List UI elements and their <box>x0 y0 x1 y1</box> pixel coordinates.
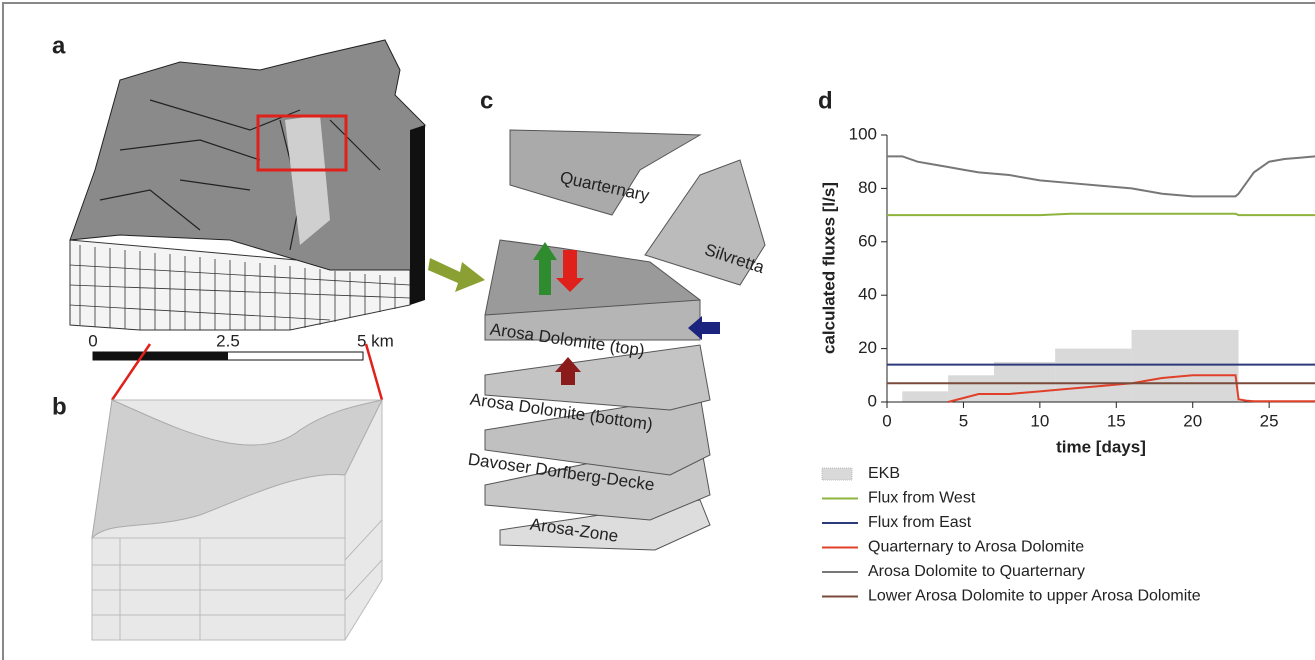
layer-stack <box>428 129 766 551</box>
plot: 0 20 40 60 80 100 0 5 10 15 20 25 <box>849 124 1315 430</box>
legend-label: EKB <box>868 465 900 482</box>
x-tick-label: 20 <box>1183 411 1202 430</box>
x-axis-label: time [days] <box>1056 437 1146 456</box>
line <box>947 374 1315 403</box>
bar <box>994 361 1056 402</box>
y-tick-label: 80 <box>858 178 877 197</box>
y-tick-label: 20 <box>858 338 877 357</box>
bar <box>902 391 949 402</box>
legend-label: Flux from West <box>868 490 976 507</box>
x-tick-label: 10 <box>1030 411 1049 430</box>
y-tick-label: 40 <box>858 285 877 304</box>
scale-label: 5 km <box>357 331 394 350</box>
x-tick-label: 25 <box>1260 411 1279 430</box>
panel-label: c <box>480 87 493 114</box>
scale-bar <box>93 352 228 360</box>
legend-label: Arosa Dolomite to Quarternary <box>868 563 1085 580</box>
y-tick-label: 100 <box>849 124 877 143</box>
terrain-block <box>69 39 426 331</box>
bar <box>948 375 994 402</box>
chart-title: d <box>818 87 833 114</box>
line <box>887 212 1315 217</box>
bar <box>1131 329 1239 402</box>
y-axis-label: calculated fluxes [l/s] <box>819 182 838 354</box>
y-tick-label: 60 <box>858 231 877 250</box>
scale-label: 2.5 <box>216 331 240 350</box>
legend: EKB Flux from West Flux from East Quarterna… <box>821 465 1201 605</box>
legend-label: Lower Arosa Dolomite to upper Arosa Dolo… <box>868 588 1201 605</box>
legend-label: Flux from East <box>868 514 972 531</box>
x-tick-label: 5 <box>959 411 968 430</box>
x-tick-label: 0 <box>882 411 891 430</box>
panel-label: b <box>52 393 67 420</box>
y-tick-label: 0 <box>868 391 877 410</box>
line <box>887 155 1315 198</box>
bar <box>1055 348 1132 402</box>
panel-label: a <box>52 32 66 59</box>
zoom-block <box>91 343 384 641</box>
legend-label: Quarternary to Arosa Dolomite <box>868 539 1084 556</box>
scale-label: 0 <box>88 331 97 350</box>
legend-swatch <box>821 467 853 481</box>
x-tick-label: 15 <box>1107 411 1126 430</box>
